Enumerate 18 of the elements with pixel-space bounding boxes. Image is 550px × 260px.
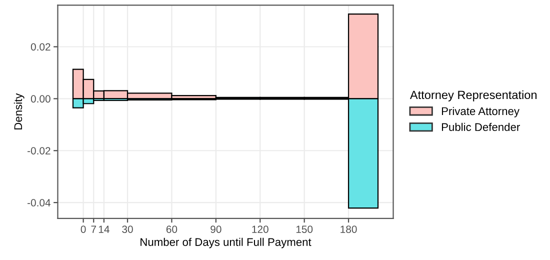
legend-label: Public Defender <box>442 122 520 132</box>
y-tick-label: -0.02 <box>28 147 50 154</box>
x-tick-label: 30 <box>122 226 133 233</box>
x-tick-label: 120 <box>252 226 268 233</box>
x-tick-label: 14 <box>98 226 110 233</box>
y-tick-label: -0.04 <box>28 199 51 206</box>
y-tick-label: 0.02 <box>30 43 50 51</box>
x-axis-title: Number of Days until Full Payment <box>140 238 312 248</box>
legend-label: Private Attorney <box>442 106 520 118</box>
y-tick-label: 0.00 <box>30 95 50 103</box>
x-tick-label: 0 <box>80 226 86 233</box>
x-tick-label: 7 <box>91 226 96 233</box>
y-axis-title: Density <box>14 93 24 130</box>
legend-title: Attorney Representation <box>410 90 537 102</box>
x-tick-label: 90 <box>210 226 222 233</box>
x-tick-label: 60 <box>166 226 178 233</box>
x-tick-label: 180 <box>340 226 357 233</box>
x-tick-label: 150 <box>296 226 313 233</box>
